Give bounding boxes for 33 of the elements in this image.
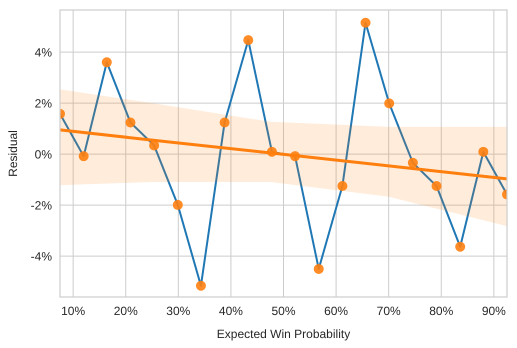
point (78, 151, 89, 162)
x-tick-label: 30% (166, 304, 191, 318)
x-tick-label: 80% (429, 304, 454, 318)
point (360, 18, 371, 28)
point (102, 57, 112, 68)
x-tick-label: 60% (324, 304, 348, 318)
point (432, 181, 442, 192)
y-tick-label: 4% (34, 45, 52, 60)
x-tick-label: 50% (271, 304, 296, 318)
line-series (60, 128, 507, 180)
point (455, 242, 466, 252)
point (337, 181, 348, 192)
point (314, 264, 324, 274)
point (243, 35, 254, 46)
point (125, 118, 136, 128)
point (196, 280, 206, 291)
y-tick-label: -2% (30, 198, 52, 212)
point (172, 200, 183, 210)
x-tick-label: 70% (376, 304, 402, 318)
y-tick-label: 0% (34, 147, 52, 162)
point (220, 118, 230, 128)
y-axis-title: Residual (6, 130, 20, 177)
y-tick-label: 2% (34, 96, 52, 110)
x-tick-label: 40% (218, 304, 244, 318)
x-tick-label: 10% (61, 304, 86, 318)
point (149, 140, 160, 150)
x-tick-label: 90% (482, 304, 506, 318)
point (384, 98, 394, 108)
x-axis-title: Expected Win Probability (216, 327, 350, 341)
y-tick-label: -4% (30, 249, 52, 264)
point (408, 158, 418, 168)
x-tick-label: 20% (114, 304, 138, 318)
point (478, 146, 488, 157)
